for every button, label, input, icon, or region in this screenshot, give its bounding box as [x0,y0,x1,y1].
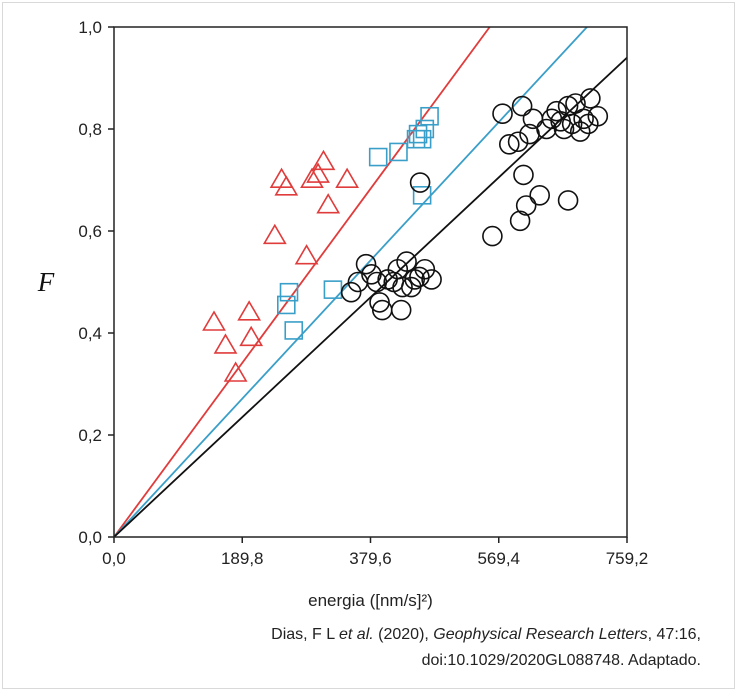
series-circle [340,88,609,321]
x-tick-label: 379,6 [349,549,392,568]
data-point-circle [340,281,362,303]
y-tick-label: 0,8 [78,120,102,139]
data-point-triangle [306,162,330,183]
data-point-circle [409,266,430,288]
data-point-circle [511,95,533,117]
data-point-circle [561,113,583,135]
plot-area [113,26,628,538]
data-point-circle [392,276,413,298]
y-tick-label: 1,0 [78,18,102,37]
data-point-circle [557,190,579,211]
credit-journal: Geophysical Research Letters [433,626,648,643]
data-point-circle [515,195,537,216]
data-point-triangle [262,223,287,245]
credit-line-1: Dias, F L et al. (2020), Geophysical Res… [141,622,701,648]
y-tick-label: 0,4 [78,324,102,343]
data-point-circle [509,210,531,232]
data-point-circle [573,108,594,130]
data-point-circle [492,103,513,124]
data-point-circle [355,253,377,275]
data-point-circle [587,105,609,127]
data-point-circle [546,100,567,122]
x-tick-label: 189,8 [221,549,264,568]
data-point-square [415,119,435,139]
credit-et-al: et al. [339,626,374,643]
credit-volume: , 47:16, [647,626,701,643]
data-point-triangle [223,361,248,382]
fit-line-circle [114,56,627,537]
data-point-triangle [335,167,360,188]
x-axis-title: energia ([nm/s]²) [308,591,433,610]
source-credit: Dias, F L et al. (2020), Geophysical Res… [141,622,701,674]
data-point-square [420,106,439,126]
y-axis-title: F [37,267,55,297]
credit-authors: Dias, F L [271,626,340,643]
data-point-triangle [316,193,341,214]
data-point-triangle [274,175,299,196]
series-square [277,106,439,340]
data-point-triangle [237,300,262,321]
data-point-circle [482,225,503,247]
data-point-circle [396,251,417,272]
data-point-circle [409,172,431,193]
data-point-circle [421,269,442,290]
data-point-circle [366,271,388,293]
y-tick-label: 0,0 [78,528,102,547]
data-point-circle [498,134,520,155]
data-point-square [412,186,432,205]
data-point-square [279,282,299,302]
data-point-square [389,142,408,162]
data-point-circle [569,121,591,142]
credit-year: (2020), [373,626,434,643]
y-tick-label: 0,2 [78,426,102,445]
x-tick-label: 759,2 [606,549,649,568]
data-point-triangle [294,244,319,265]
data-point-square [368,147,388,167]
data-point-circle [529,185,550,206]
data-point-square [408,124,428,144]
data-point-circle [414,258,436,280]
data-point-triangle [202,310,226,331]
data-point-triangle [213,333,238,354]
y-tick-label: 0,6 [78,222,102,241]
scatter-chart: 0,0 189,8 379,6 569,4 759,2 0,0 0,2 0,4 0,6 0,8 1,… [37,18,649,610]
data-point-circle [371,299,393,321]
data-point-triangle [300,167,324,188]
fit-line-triangle [114,27,491,537]
credit-line-2: doi:10.1029/2020GL088748. Adaptado. [421,652,701,669]
data-point-circle [390,299,412,321]
series-triangle [202,149,360,382]
axis-ticks: 0,0 189,8 379,6 569,4 759,2 0,0 0,2 0,4 0,6 0,8 1,… [78,18,648,568]
x-tick-label: 569,4 [477,549,520,568]
data-point-square [277,295,296,315]
data-point-circle [513,164,534,186]
data-point-circle [361,264,382,285]
x-tick-label: 0,0 [102,549,126,568]
data-point-triangle [311,149,336,171]
data-point-square [412,129,432,149]
data-point-square [284,321,304,340]
data-point-circle [507,131,529,153]
data-point-circle [580,88,601,109]
data-point-triangle [239,325,264,347]
